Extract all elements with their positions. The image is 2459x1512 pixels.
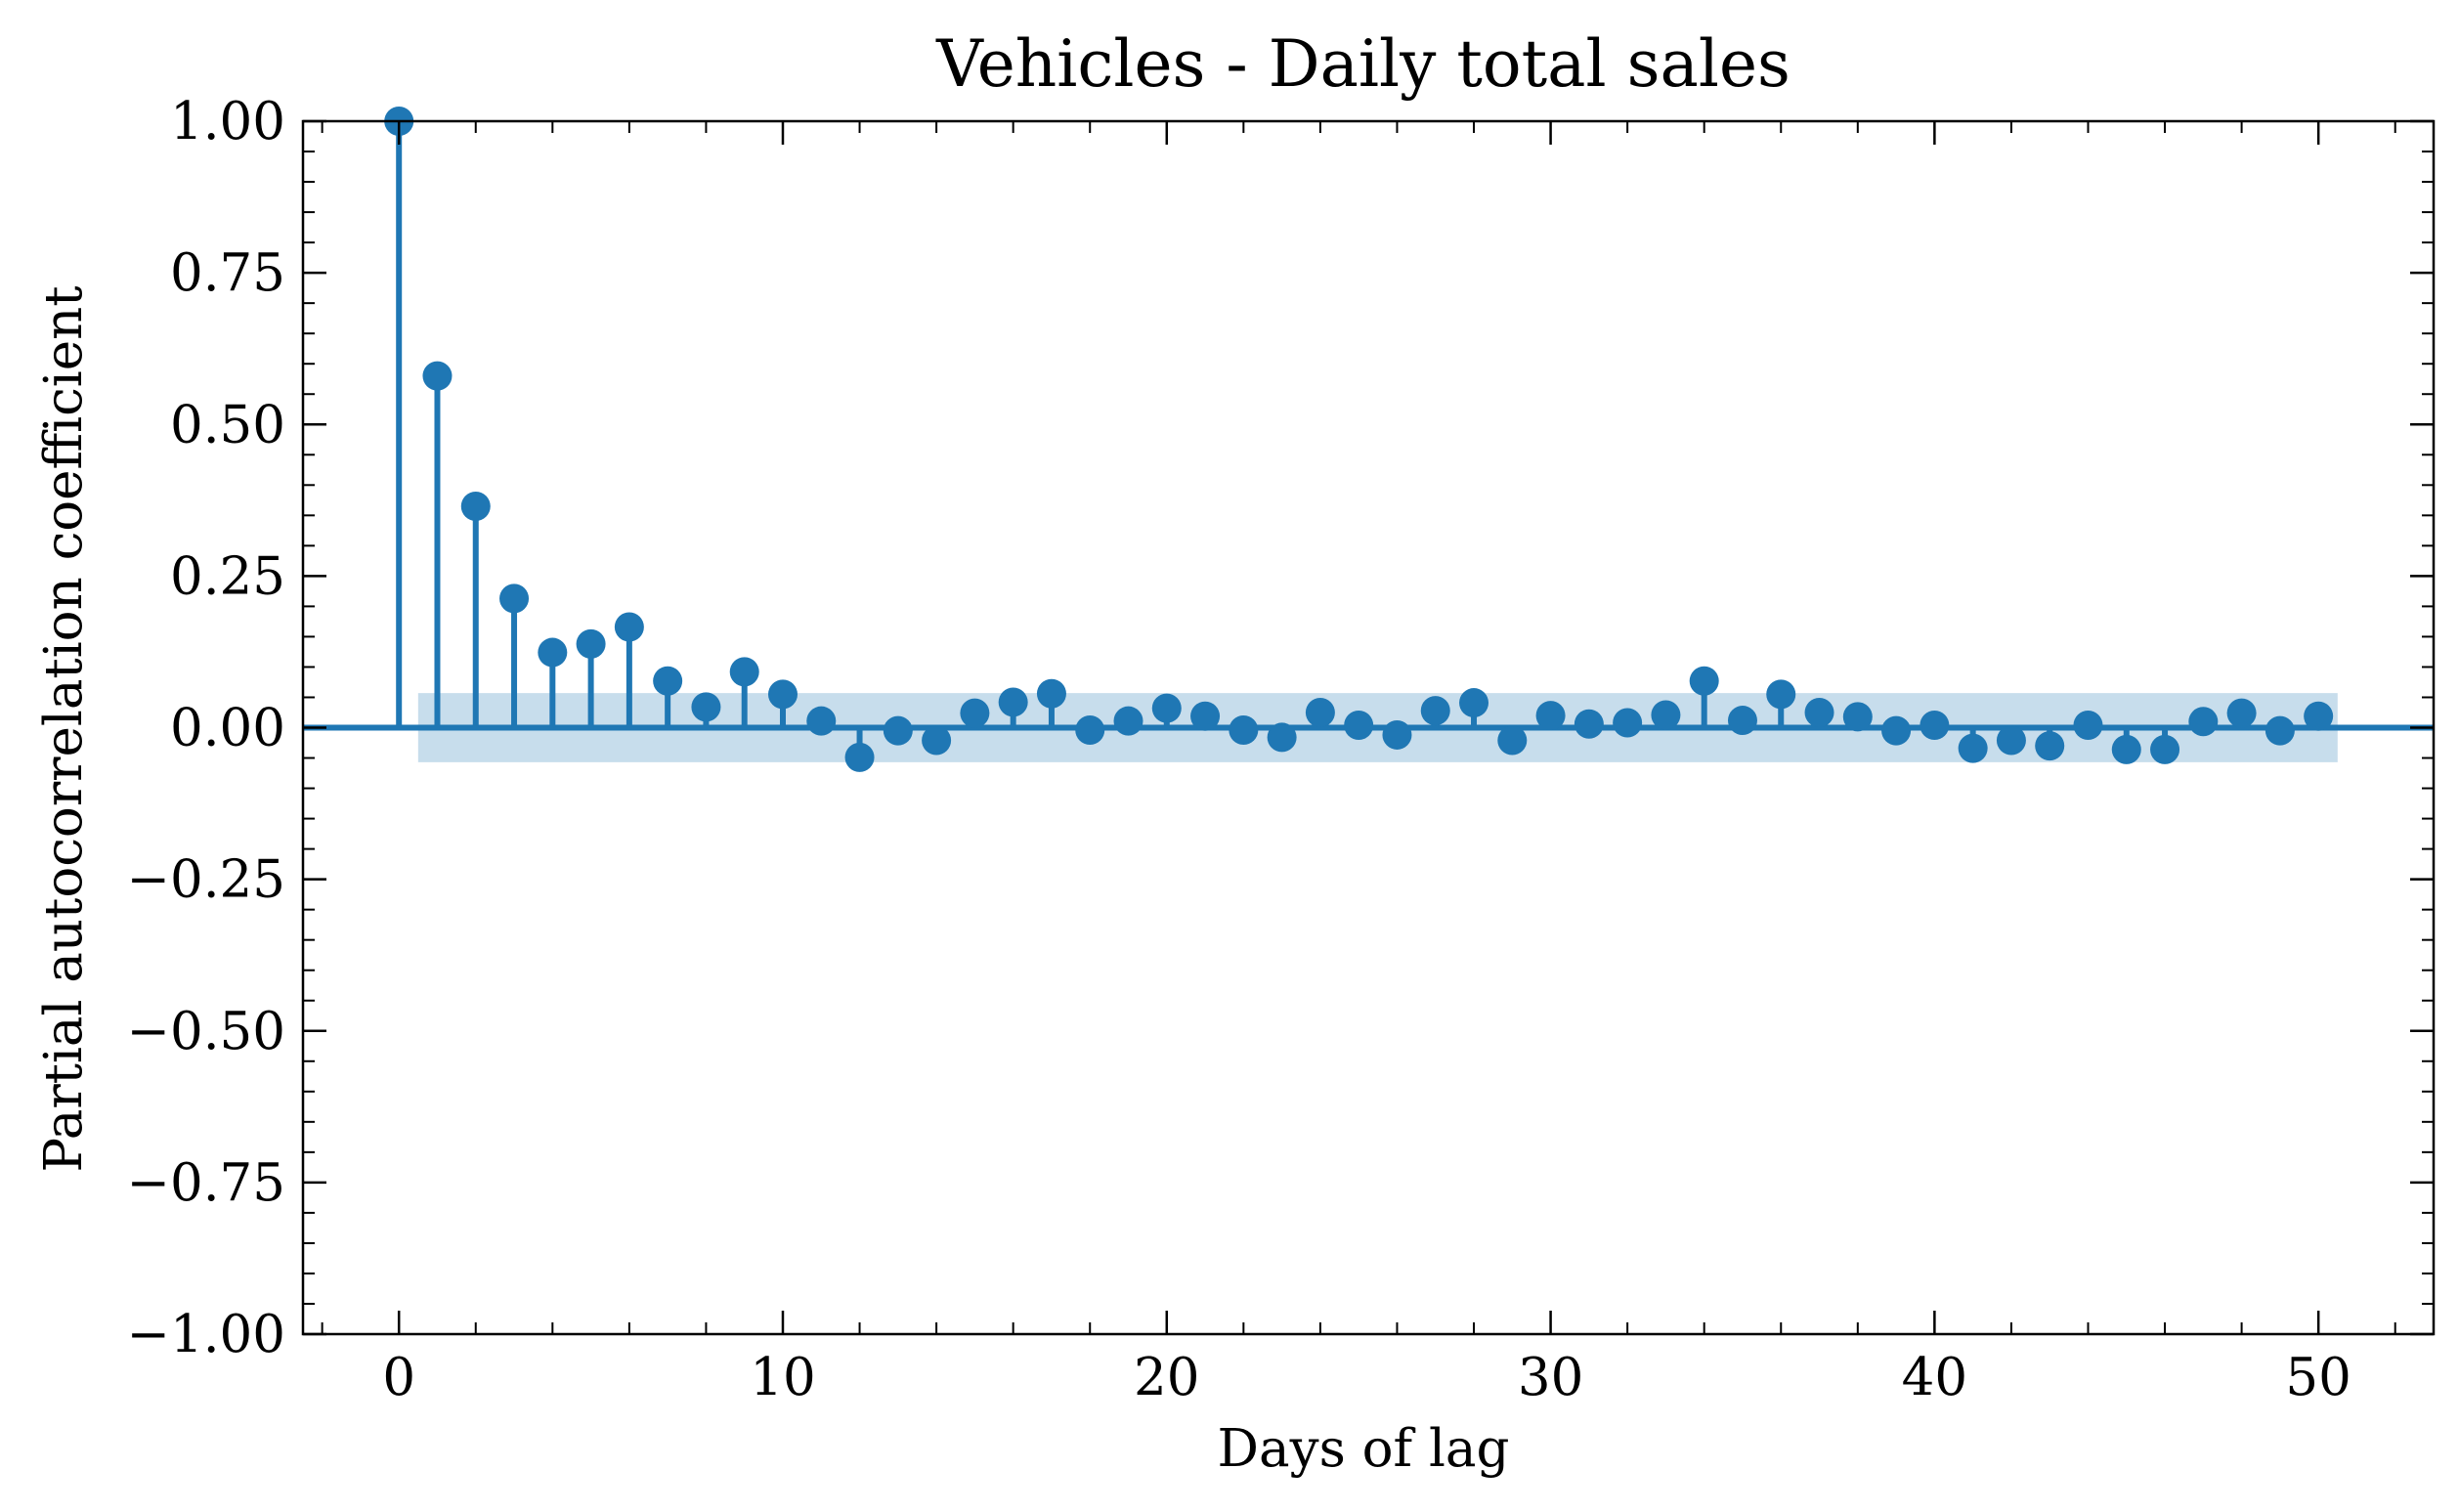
y-axis-label: Partial autocorrelation coefficient bbox=[34, 285, 94, 1172]
marker-lag-10 bbox=[767, 679, 798, 710]
marker-lag-3 bbox=[499, 583, 530, 614]
marker-lag-6 bbox=[614, 612, 644, 642]
marker-lag-45 bbox=[2111, 734, 2141, 764]
marker-lag-49 bbox=[2265, 715, 2295, 746]
marker-lag-44 bbox=[2073, 711, 2103, 741]
marker-lag-21 bbox=[1190, 701, 1221, 731]
marker-lag-32 bbox=[1613, 708, 1643, 738]
y-tick-label: −0.75 bbox=[127, 1153, 285, 1213]
marker-lag-13 bbox=[883, 715, 913, 746]
marker-lag-5 bbox=[576, 628, 606, 659]
y-tick-label: −0.25 bbox=[127, 850, 285, 910]
marker-lag-29 bbox=[1497, 725, 1528, 756]
marker-lag-47 bbox=[2188, 707, 2219, 737]
marker-lag-30 bbox=[1535, 701, 1566, 731]
marker-lag-28 bbox=[1459, 688, 1489, 718]
marker-lag-15 bbox=[960, 698, 990, 728]
marker-lag-42 bbox=[1996, 725, 2026, 756]
markers-layer bbox=[384, 107, 2334, 772]
x-tick-label: 50 bbox=[2285, 1348, 2351, 1407]
marker-lag-35 bbox=[1727, 706, 1757, 736]
marker-lag-4 bbox=[538, 637, 568, 668]
marker-lag-22 bbox=[1229, 714, 1259, 745]
marker-lag-50 bbox=[2304, 701, 2334, 731]
marker-lag-24 bbox=[1305, 697, 1335, 727]
marker-lag-9 bbox=[729, 657, 759, 687]
marker-lag-11 bbox=[806, 706, 837, 736]
y-tick-label: 1.00 bbox=[170, 92, 285, 151]
marker-lag-37 bbox=[1804, 697, 1834, 727]
marker-lag-43 bbox=[2035, 731, 2065, 761]
marker-lag-7 bbox=[653, 666, 683, 696]
marker-lag-12 bbox=[844, 742, 875, 772]
marker-lag-2 bbox=[460, 492, 491, 522]
y-tick-label: 0.50 bbox=[170, 395, 285, 454]
marker-lag-27 bbox=[1420, 696, 1450, 726]
marker-lag-25 bbox=[1344, 711, 1374, 741]
x-axis-label: Days of lag bbox=[1218, 1419, 1510, 1479]
y-tick-label: 0.25 bbox=[170, 546, 285, 606]
marker-lag-33 bbox=[1651, 700, 1681, 730]
marker-lag-40 bbox=[1920, 711, 1950, 741]
x-tick-label: 20 bbox=[1134, 1348, 1199, 1407]
marker-lag-14 bbox=[922, 725, 952, 756]
marker-lag-39 bbox=[1881, 715, 1912, 746]
marker-lag-19 bbox=[1113, 706, 1143, 736]
marker-lag-1 bbox=[422, 361, 453, 391]
marker-lag-38 bbox=[1842, 702, 1873, 732]
marker-lag-23 bbox=[1267, 722, 1297, 753]
marker-lag-18 bbox=[1075, 714, 1105, 745]
marker-lag-8 bbox=[691, 692, 721, 722]
ticks-layer bbox=[303, 119, 2434, 1336]
marker-lag-36 bbox=[1766, 679, 1796, 710]
y-tick-label: −0.50 bbox=[127, 1002, 285, 1061]
x-tick-label: 40 bbox=[1902, 1348, 1967, 1407]
y-tick-label: 0.75 bbox=[170, 243, 285, 303]
marker-lag-46 bbox=[2150, 734, 2180, 764]
marker-lag-16 bbox=[998, 687, 1028, 717]
marker-lag-48 bbox=[2226, 698, 2257, 728]
tick-labels-layer: 0 10 20 30 40 50 −1.00 −0.75 −0.50 −0.25 0.00 0.25 0… bbox=[127, 92, 2351, 1407]
marker-lag-31 bbox=[1574, 709, 1604, 739]
x-tick-label: 10 bbox=[750, 1348, 815, 1407]
x-tick-label: 30 bbox=[1518, 1348, 1583, 1407]
y-tick-label: −1.00 bbox=[127, 1305, 285, 1364]
y-tick-label: 0.00 bbox=[170, 699, 285, 758]
marker-lag-20 bbox=[1151, 693, 1182, 723]
marker-lag-26 bbox=[1382, 719, 1412, 750]
chart-title: Vehicles - Daily total sales bbox=[935, 26, 1790, 102]
x-tick-label: 0 bbox=[382, 1348, 415, 1407]
marker-lag-34 bbox=[1689, 666, 1719, 696]
marker-lag-17 bbox=[1036, 678, 1066, 709]
marker-lag-41 bbox=[1958, 733, 1988, 763]
